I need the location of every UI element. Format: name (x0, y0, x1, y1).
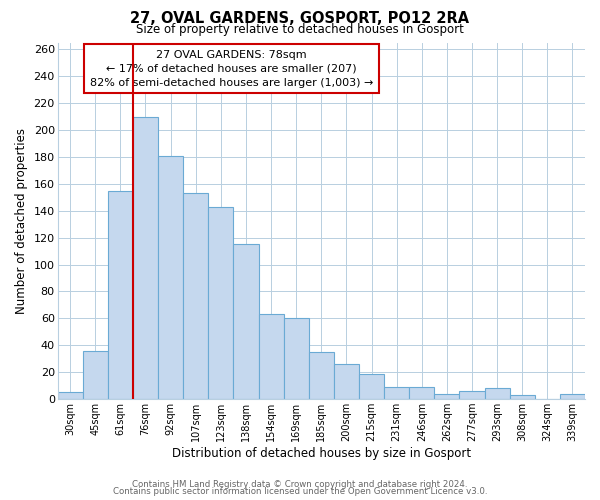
Bar (309, 352, 334, 399)
Bar (133, 116, 158, 399)
Bar (183, 193, 208, 399)
Bar (485, 388, 509, 399)
Bar (158, 156, 183, 399)
Bar (434, 394, 460, 399)
Text: Contains HM Land Registry data © Crown copyright and database right 2024.: Contains HM Land Registry data © Crown c… (132, 480, 468, 489)
Bar (284, 318, 309, 399)
Text: Contains public sector information licensed under the Open Government Licence v3: Contains public sector information licen… (113, 487, 487, 496)
Bar (384, 387, 409, 399)
Text: 27 OVAL GARDENS: 78sqm
← 17% of detached houses are smaller (207)
82% of semi-de: 27 OVAL GARDENS: 78sqm ← 17% of detached… (90, 50, 373, 88)
Bar (359, 374, 384, 399)
Bar (58, 392, 83, 399)
Text: 27, OVAL GARDENS, GOSPORT, PO12 2RA: 27, OVAL GARDENS, GOSPORT, PO12 2RA (130, 11, 470, 26)
Bar (334, 364, 359, 399)
Y-axis label: Number of detached properties: Number of detached properties (15, 128, 28, 314)
Bar (409, 387, 434, 399)
Bar (560, 394, 585, 399)
Bar (259, 314, 284, 399)
X-axis label: Distribution of detached houses by size in Gosport: Distribution of detached houses by size … (172, 447, 471, 460)
Bar (108, 190, 133, 399)
Bar (509, 395, 535, 399)
Text: Size of property relative to detached houses in Gosport: Size of property relative to detached ho… (136, 22, 464, 36)
Bar (233, 244, 259, 399)
Bar (460, 391, 485, 399)
Bar (208, 206, 233, 399)
Bar (83, 350, 108, 399)
